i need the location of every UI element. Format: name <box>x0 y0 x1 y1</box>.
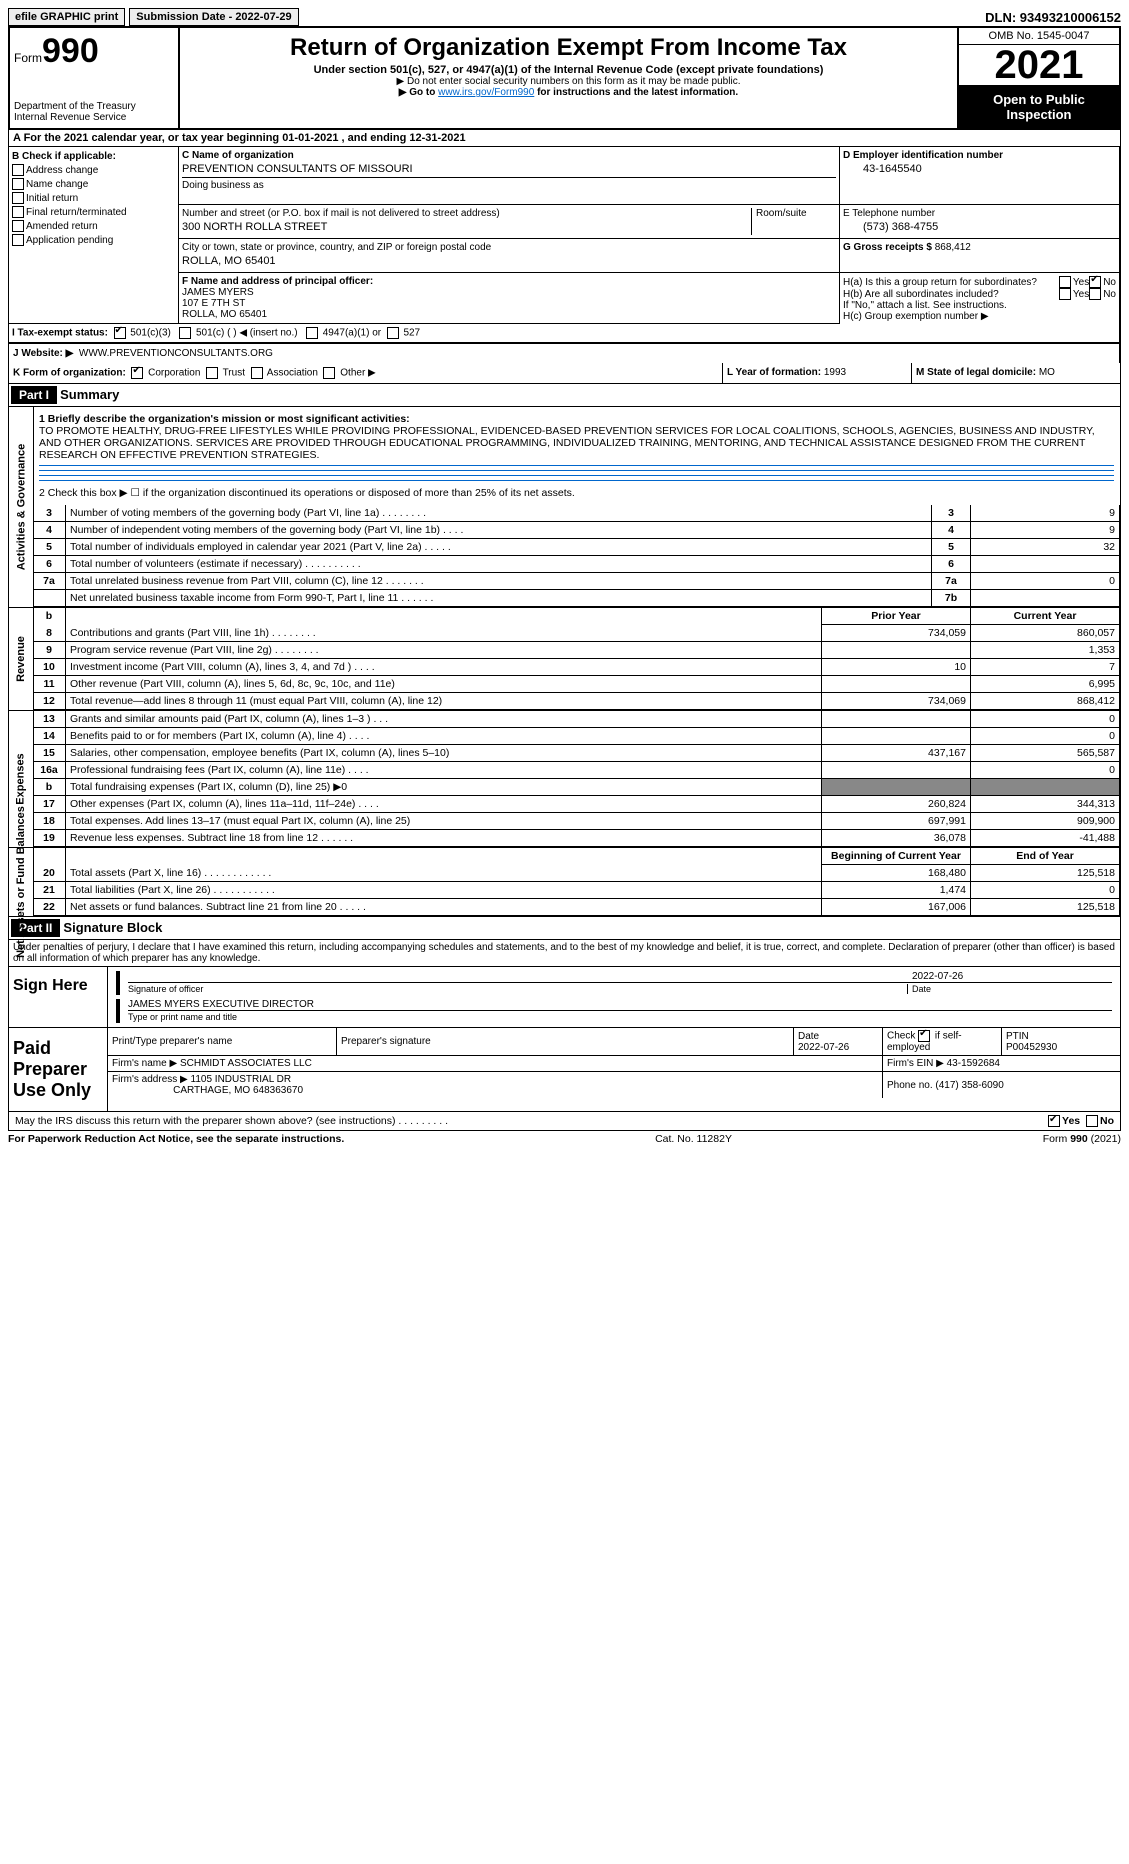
box-c-street: Number and street (or P.O. box if mail i… <box>179 205 840 239</box>
table-row: 4Number of independent voting members of… <box>33 522 1120 539</box>
preparer-table: Print/Type preparer's name Preparer's si… <box>108 1028 1120 1098</box>
tab-revenue: Revenue <box>15 636 27 682</box>
row-j: J Website: ▶ WWW.PREVENTIONCONSULTANTS.O… <box>8 344 1121 363</box>
form-number: Form990 <box>14 32 174 71</box>
chk-address[interactable]: Address change <box>12 164 175 178</box>
hb-no[interactable] <box>1089 288 1101 300</box>
discuss-row: May the IRS discuss this return with the… <box>8 1112 1121 1131</box>
chk-4947[interactable] <box>306 327 318 339</box>
irs-link[interactable]: www.irs.gov/Form990 <box>438 87 534 98</box>
table-row: 12Total revenue—add lines 8 through 11 (… <box>33 693 1120 710</box>
table-row: 17Other expenses (Part IX, column (A), l… <box>33 796 1120 813</box>
expenses-section: Expenses 13Grants and similar amounts pa… <box>8 711 1121 848</box>
part2-header: Part II Signature Block <box>8 917 1121 940</box>
governance-table: 3Number of voting members of the governi… <box>33 505 1120 607</box>
chk-assoc[interactable] <box>251 367 263 379</box>
table-row: 22Net assets or fund balances. Subtract … <box>33 899 1120 916</box>
topbar: efile GRAPHIC print Submission Date - 20… <box>8 8 1121 26</box>
chk-initial[interactable]: Initial return <box>12 192 175 206</box>
table-row: Net unrelated business taxable income fr… <box>33 590 1120 607</box>
tab-activities: Activities & Governance <box>15 444 27 571</box>
activities-section: Activities & Governance 1 Briefly descri… <box>8 407 1121 608</box>
submission-btn[interactable]: Submission Date - 2022-07-29 <box>129 8 298 26</box>
section-a: A For the 2021 calendar year, or tax yea… <box>8 130 1121 147</box>
table-row: 10Investment income (Part VIII, column (… <box>33 659 1120 676</box>
revenue-table: bPrior YearCurrent Year 8Contributions a… <box>33 608 1120 710</box>
box-b: B Check if applicable: Address change Na… <box>9 147 179 324</box>
chk-501c[interactable] <box>179 327 191 339</box>
table-row: 15Salaries, other compensation, employee… <box>33 745 1120 762</box>
efile-btn[interactable]: efile GRAPHIC print <box>8 8 125 26</box>
chk-corp[interactable] <box>131 367 143 379</box>
mission-text: TO PROMOTE HEALTHY, DRUG-FREE LIFESTYLES… <box>39 425 1095 461</box>
table-row: 7aTotal unrelated business revenue from … <box>33 573 1120 590</box>
box-h: H(a) Is this a group return for subordin… <box>840 273 1120 343</box>
chk-501c3[interactable] <box>114 327 126 339</box>
ha-no[interactable] <box>1089 276 1101 288</box>
table-row: 9Program service revenue (Part VIII, lin… <box>33 642 1120 659</box>
box-f: F Name and address of principal officer:… <box>179 273 840 324</box>
table-row: 21Total liabilities (Part X, line 26) . … <box>33 882 1120 899</box>
table-row: 20Total assets (Part X, line 16) . . . .… <box>33 865 1120 882</box>
chk-amended[interactable]: Amended return <box>12 220 175 234</box>
part1-header: Part I Summary <box>8 384 1121 407</box>
tax-year: 2021 <box>959 45 1119 86</box>
table-row: 3Number of voting members of the governi… <box>33 505 1120 522</box>
info-grid: B Check if applicable: Address change Na… <box>8 147 1121 344</box>
box-e: E Telephone number (573) 368-4755 <box>840 205 1120 239</box>
form-title: Return of Organization Exempt From Incom… <box>184 34 953 62</box>
ssn-note: ▶ Do not enter social security numbers o… <box>184 76 953 87</box>
chk-527[interactable] <box>387 327 399 339</box>
ha-yes[interactable] <box>1059 276 1071 288</box>
open-inspection: Open to Public Inspection <box>959 86 1119 128</box>
chk-final[interactable]: Final return/terminated <box>12 206 175 220</box>
tab-netassets: Net Assets or Fund Balances <box>15 806 27 958</box>
table-row: 6Total number of volunteers (estimate if… <box>33 556 1120 573</box>
form-subtitle: Under section 501(c), 527, or 4947(a)(1)… <box>184 64 953 76</box>
table-row: 19Revenue less expenses. Subtract line 1… <box>33 830 1120 847</box>
line2: 2 Check this box ▶ ☐ if the organization… <box>39 487 1114 499</box>
perjury-text: Under penalties of perjury, I declare th… <box>8 940 1121 967</box>
expenses-table: 13Grants and similar amounts paid (Part … <box>33 711 1120 847</box>
netassets-table: Beginning of Current YearEnd of Year 20T… <box>33 848 1120 916</box>
row-i: I Tax-exempt status: 501(c)(3) 501(c) ( … <box>9 324 840 343</box>
table-row: 16aProfessional fundraising fees (Part I… <box>33 762 1120 779</box>
chk-name[interactable]: Name change <box>12 178 175 192</box>
irs-label: Internal Revenue Service <box>14 112 174 123</box>
row-klm: K Form of organization: Corporation Trus… <box>8 363 1121 384</box>
table-row: 13Grants and similar amounts paid (Part … <box>33 711 1120 728</box>
page-footer: For Paperwork Reduction Act Notice, see … <box>8 1131 1121 1147</box>
dln: DLN: 93493210006152 <box>985 10 1121 25</box>
chk-trust[interactable] <box>206 367 218 379</box>
table-row: 5Total number of individuals employed in… <box>33 539 1120 556</box>
box-c-city: City or town, state or province, country… <box>179 239 840 273</box>
preparer-row: Paid Preparer Use Only Print/Type prepar… <box>8 1028 1121 1112</box>
netassets-section: Net Assets or Fund Balances Beginning of… <box>8 848 1121 917</box>
table-row: 18Total expenses. Add lines 13–17 (must … <box>33 813 1120 830</box>
revenue-section: Revenue bPrior YearCurrent Year 8Contrib… <box>8 608 1121 711</box>
discuss-no[interactable] <box>1086 1115 1098 1127</box>
box-d: D Employer identification number 43-1645… <box>840 147 1120 205</box>
chk-other[interactable] <box>323 367 335 379</box>
table-row: 11Other revenue (Part VIII, column (A), … <box>33 676 1120 693</box>
form-header: Form990 Department of the Treasury Inter… <box>8 26 1121 130</box>
chk-selfemployed[interactable] <box>918 1030 930 1042</box>
form-ref: Form 990 (2021) <box>1043 1133 1121 1145</box>
hb-yes[interactable] <box>1059 288 1071 300</box>
dept-treasury: Department of the Treasury <box>14 101 174 112</box>
goto-note: ▶ Go to www.irs.gov/Form990 for instruct… <box>184 87 953 98</box>
chk-pending[interactable]: Application pending <box>12 234 175 248</box>
tab-expenses: Expenses <box>15 753 27 804</box>
table-row: 14Benefits paid to or for members (Part … <box>33 728 1120 745</box>
sign-here-row: Sign Here 2022-07-26 Signature of office… <box>8 967 1121 1028</box>
discuss-yes[interactable] <box>1048 1115 1060 1127</box>
table-row: 8Contributions and grants (Part VIII, li… <box>33 625 1120 642</box>
table-row: bTotal fundraising expenses (Part IX, co… <box>33 779 1120 796</box>
box-c-name: C Name of organization PREVENTION CONSUL… <box>179 147 840 205</box>
box-g: G Gross receipts $ 868,412 <box>840 239 1120 273</box>
